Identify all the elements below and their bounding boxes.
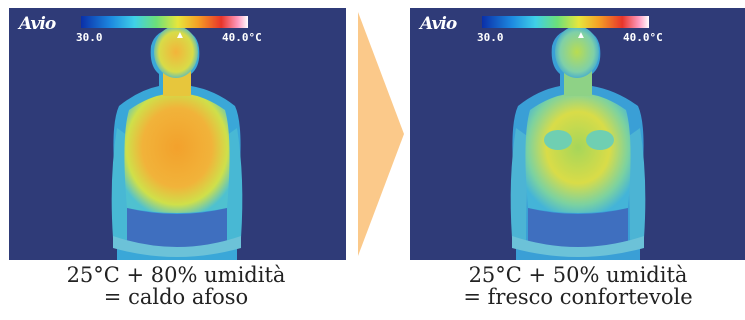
caption-line-1: 25°C + 80% umidità [66,263,286,287]
thermal-figure-warm [111,26,243,260]
temperature-scale-bar [482,16,649,28]
scale-min-label: 30.0 [477,31,504,44]
scale-marker-icon: ▲ [576,30,586,41]
scale-marker-icon: ▲ [175,30,185,41]
scale-max-label: 40.0°C [623,31,663,44]
thermal-image-warm: Avio 30.0 ▲ 40.0°C [9,8,346,260]
temperature-scale-bar [81,16,248,28]
arrow-right-icon [358,12,404,256]
brand-logo: Avio [420,14,457,34]
scale-max-label: 40.0°C [222,31,262,44]
thermal-image-cool: Avio 30.0 ▲ 40.0°C [410,8,745,260]
caption-line-1: 25°C + 50% umidità [468,263,688,287]
brand-logo: Avio [19,14,56,34]
thermal-figure-cool [510,26,646,260]
caption-line-2: = caldo afoso [103,285,249,309]
caption-warm: 25°C + 80% umidità = caldo afoso [6,264,346,308]
caption-line-2: = fresco confortevole [463,285,693,309]
caption-cool: 25°C + 50% umidità = fresco confortevole [408,264,745,308]
scale-min-label: 30.0 [76,31,103,44]
